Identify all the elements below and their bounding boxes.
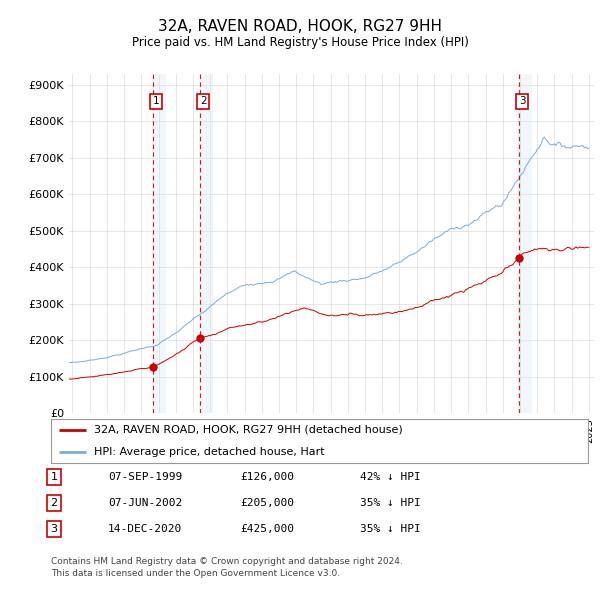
Text: 32A, RAVEN ROAD, HOOK, RG27 9HH: 32A, RAVEN ROAD, HOOK, RG27 9HH [158, 19, 442, 34]
Text: HPI: Average price, detached house, Hart: HPI: Average price, detached house, Hart [94, 447, 325, 457]
Text: 2: 2 [200, 96, 206, 106]
Text: 1: 1 [152, 96, 159, 106]
Bar [199, 74, 213, 413]
Text: 07-SEP-1999: 07-SEP-1999 [108, 472, 182, 481]
Text: 2: 2 [50, 498, 58, 507]
Text: 35% ↓ HPI: 35% ↓ HPI [360, 498, 421, 507]
Text: Price paid vs. HM Land Registry's House Price Index (HPI): Price paid vs. HM Land Registry's House … [131, 36, 469, 49]
Text: 3: 3 [519, 96, 526, 106]
Text: 42% ↓ HPI: 42% ↓ HPI [360, 472, 421, 481]
Bar [152, 74, 166, 413]
Text: £425,000: £425,000 [240, 524, 294, 533]
Bar [518, 74, 532, 413]
Text: This data is licensed under the Open Government Licence v3.0.: This data is licensed under the Open Gov… [51, 569, 340, 578]
Text: 3: 3 [50, 524, 58, 533]
Text: 32A, RAVEN ROAD, HOOK, RG27 9HH (detached house): 32A, RAVEN ROAD, HOOK, RG27 9HH (detache… [94, 425, 403, 435]
Text: 07-JUN-2002: 07-JUN-2002 [108, 498, 182, 507]
Text: 14-DEC-2020: 14-DEC-2020 [108, 524, 182, 533]
Text: Contains HM Land Registry data © Crown copyright and database right 2024.: Contains HM Land Registry data © Crown c… [51, 557, 403, 566]
Text: £126,000: £126,000 [240, 472, 294, 481]
Text: 1: 1 [50, 472, 58, 481]
Text: 35% ↓ HPI: 35% ↓ HPI [360, 524, 421, 533]
Text: £205,000: £205,000 [240, 498, 294, 507]
